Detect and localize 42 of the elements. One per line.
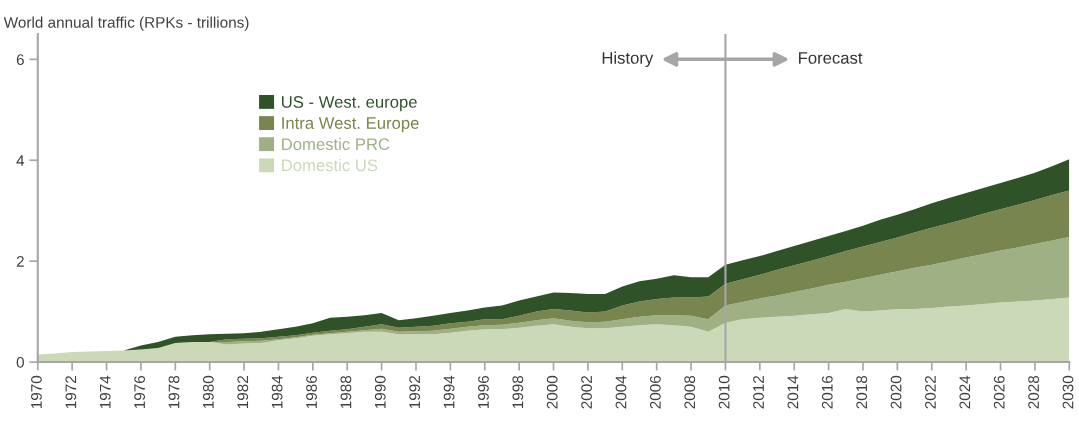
x-tick-label: 2016 [821, 375, 833, 409]
y-tick-label: 2 [16, 256, 24, 267]
x-tick-label: 2004 [615, 375, 627, 409]
x-tick-label: 1982 [237, 376, 249, 409]
x-tick-label: 1994 [443, 375, 455, 409]
x-tick-label: 1996 [478, 375, 489, 409]
x-tick-label: 1980 [202, 375, 214, 409]
y-axis-title: World annual traffic (RPKs - trillions) [3, 16, 249, 31]
x-tick-label: 2008 [684, 375, 696, 409]
x-tick-label: 1974 [99, 375, 111, 409]
x-tick-label: 2000 [546, 375, 558, 409]
x-tick-label: 2024 [959, 375, 971, 409]
x-tick-label: 2014 [787, 375, 799, 409]
legend-label: Domestic PRC [282, 137, 390, 151]
x-tick-label: 2002 [581, 376, 593, 409]
x-tick-label: 1998 [512, 375, 524, 409]
x-tick-label: 2022 [925, 376, 936, 409]
x-tick-label: 1970 [31, 375, 42, 409]
x-tick-label: 1978 [168, 375, 180, 409]
annotation: History [602, 51, 654, 68]
x-tick-label: 2010 [718, 375, 730, 409]
x-tick-label: 2018 [856, 375, 868, 409]
x-tick-label: 2020 [890, 375, 902, 409]
x-tick-label: 2006 [649, 375, 661, 409]
x-tick-label: 1976 [134, 375, 146, 409]
x-tick-label: 1990 [374, 375, 386, 409]
legend-label: Intra West. Europe [282, 117, 419, 133]
x-tick-label: 2012 [753, 376, 764, 409]
x-tick-label: 1988 [340, 375, 352, 409]
x-tick-label: 1972 [65, 376, 77, 409]
y-tick-label: 0 [16, 356, 24, 368]
legend-label: Domestic US [282, 158, 378, 172]
x-tick-label: 2028 [1028, 375, 1040, 409]
x-tick-label: 2030 [1062, 375, 1074, 409]
x-tick-label: 1992 [409, 376, 421, 409]
legend-label: US - West. europe [282, 96, 417, 112]
x-tick-label: 1986 [306, 375, 317, 409]
y-tick-label: 6 [16, 54, 24, 66]
annotation: Forecast [799, 52, 863, 64]
x-tick-label: 2026 [993, 375, 1005, 409]
x-tick-label: 1984 [271, 375, 283, 409]
y-tick-label: 4 [16, 155, 25, 166]
